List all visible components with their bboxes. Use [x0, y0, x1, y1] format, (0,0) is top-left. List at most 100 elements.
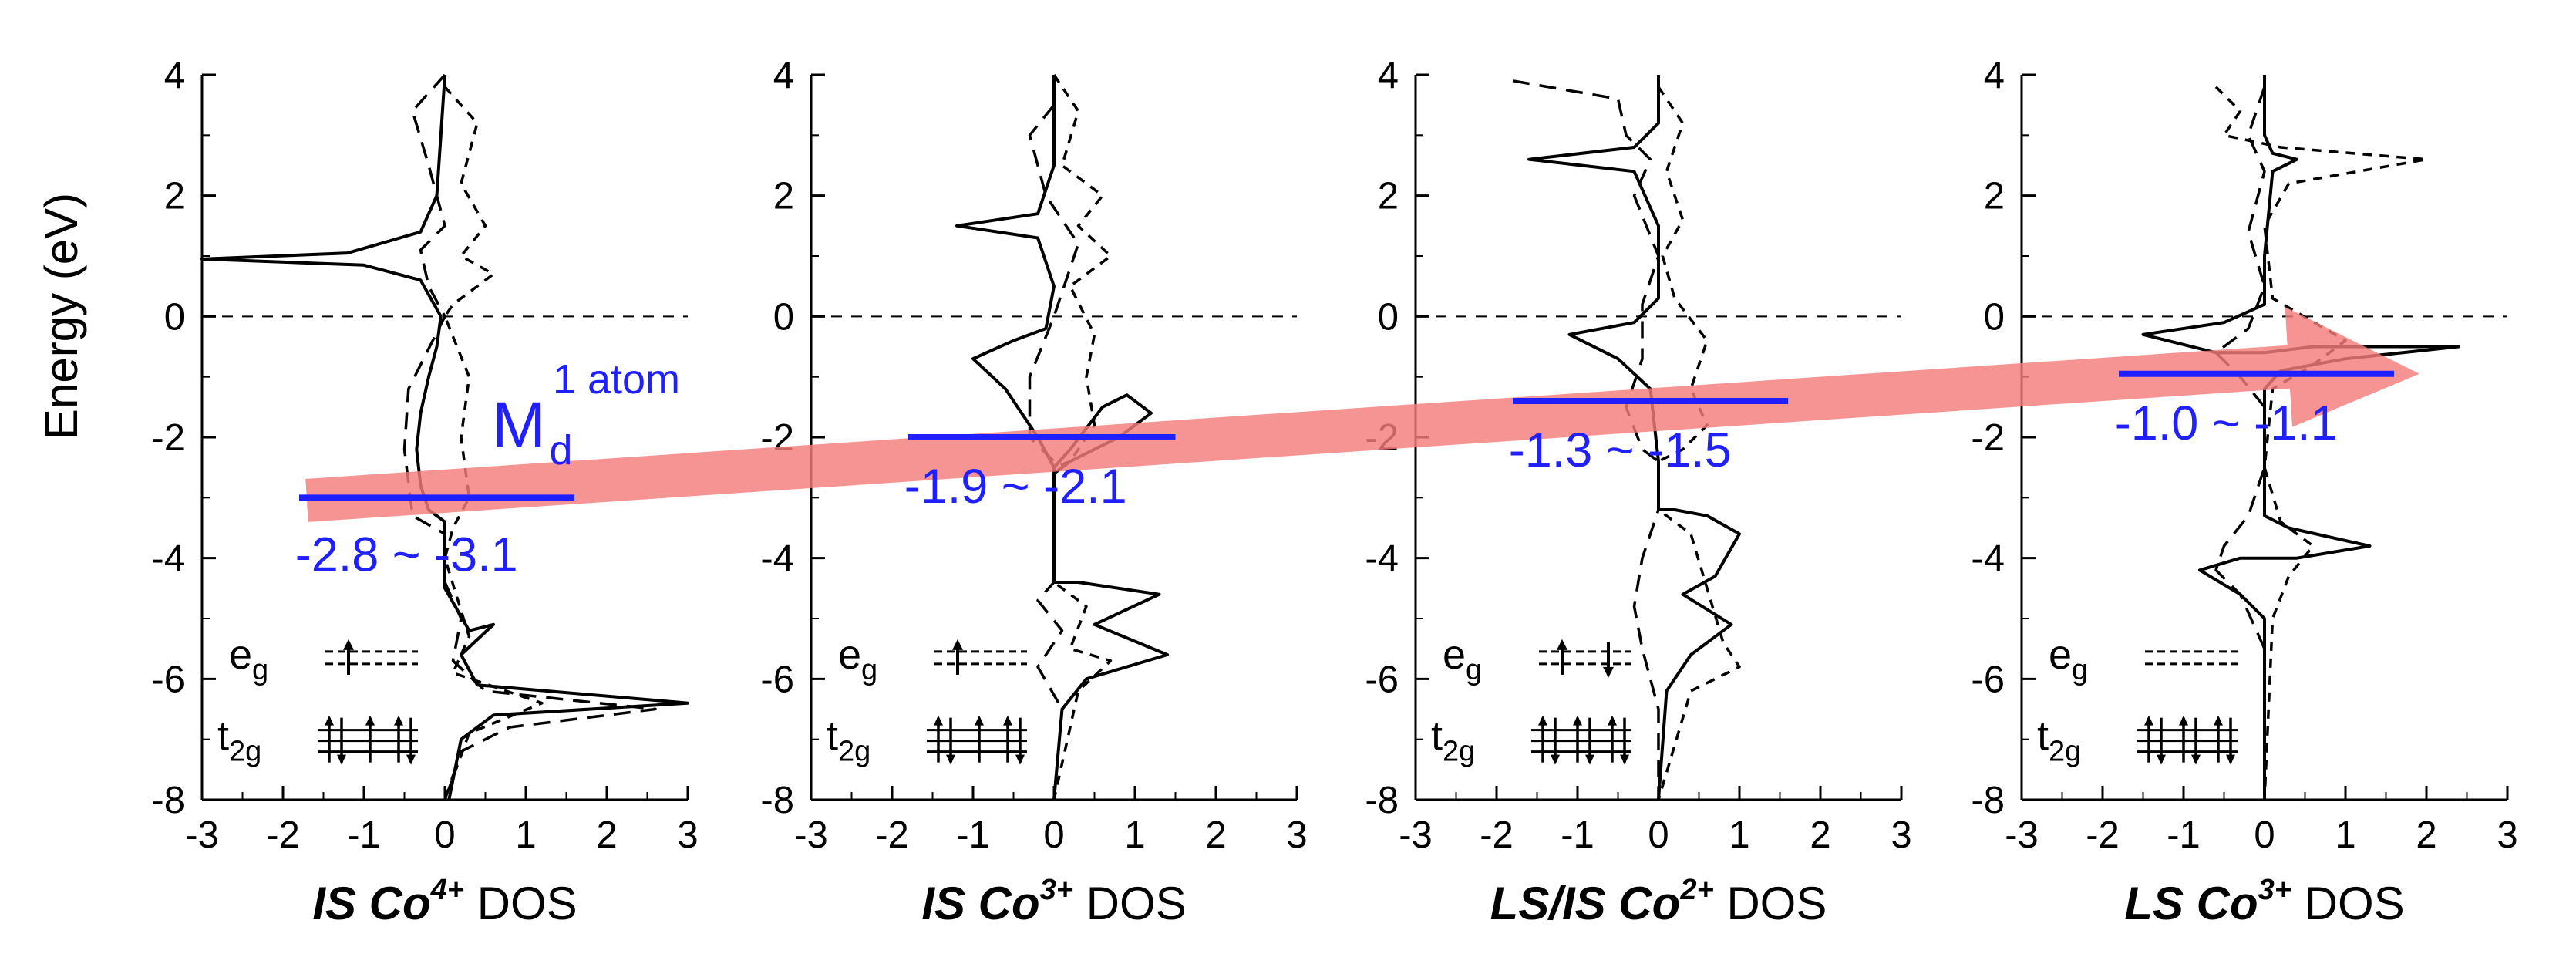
y-tick-label: 4 [1378, 55, 1399, 96]
x-tick-label: -2 [1480, 814, 1514, 856]
x-tick-label: 0 [1043, 814, 1064, 856]
md-range-value: -1.0 ~ -1.1 [2115, 396, 2338, 450]
md-label: M d 1 atom [492, 356, 680, 474]
y-tick-label: -8 [151, 780, 185, 821]
t2g-label-sub: 2g [229, 736, 261, 768]
x-tick-label: 1 [515, 814, 536, 856]
arrow-head [934, 715, 943, 726]
t2g-label-sub: 2g [838, 736, 870, 768]
x-tick-label: 1 [1729, 814, 1749, 856]
arrow-head [975, 715, 984, 726]
t2g-label-sub: 2g [2049, 736, 2081, 768]
md-range-value: -1.3 ~ -1.5 [1509, 423, 1732, 477]
x-tick-label: -2 [875, 814, 909, 856]
x-tick-label: 0 [1648, 814, 1669, 856]
t2g-label: t2g [1431, 713, 1475, 768]
arrow-head [952, 639, 963, 650]
arrow-head [946, 754, 955, 765]
panel-title-charge: 4+ [430, 874, 464, 906]
arrow-head [2191, 754, 2201, 765]
arrow-head [406, 754, 416, 765]
panel-title: LS Co3+ DOS [2124, 874, 2404, 929]
arrow-head [1003, 715, 1012, 726]
x-tick-label: 3 [1286, 814, 1307, 856]
panel-title-suffix: DOS [1073, 878, 1187, 929]
x-tick-label: -3 [1399, 814, 1433, 856]
arrow-head [365, 715, 375, 726]
t2g-label: t2g [827, 713, 870, 768]
arrow-head [1538, 715, 1547, 726]
arrow-head [2214, 715, 2223, 726]
panel-title: IS Co4+ DOS [312, 874, 577, 929]
x-tick-label: 3 [677, 814, 698, 856]
panel-title-charge: 3+ [2258, 874, 2291, 906]
arrow-head [1608, 715, 1617, 726]
y-tick-label: 2 [773, 176, 794, 217]
x-tick-label: 1 [2335, 814, 2355, 856]
eg-label-sub: g [861, 654, 877, 686]
y-axis-label: Energy (eV) [35, 193, 87, 440]
x-tick-label: 2 [1205, 814, 1226, 856]
eg-label: eg [229, 632, 268, 686]
y-tick-label: -4 [1971, 538, 2005, 580]
panel-title-charge: 2+ [1679, 874, 1713, 906]
dos-curve-solid [2141, 75, 2460, 800]
x-tick-label: 3 [2497, 814, 2517, 856]
eg-label-sub: g [1466, 654, 1482, 686]
t2g-label-main: t [217, 713, 229, 760]
trend-arrow [305, 306, 2419, 522]
arrow-head [1620, 754, 1629, 765]
panel-title-suffix: DOS [464, 878, 577, 929]
y-tick-label: 2 [164, 176, 185, 217]
arrow-head [1603, 666, 1614, 678]
panel-title-ion: LS/IS Co [1490, 878, 1681, 929]
x-tick-label: 3 [1891, 814, 1911, 856]
dos-curve-dotted [1052, 74, 1113, 801]
y-tick-label: -6 [151, 659, 185, 700]
y-tick-label: 2 [1984, 176, 2005, 217]
x-tick-label: 2 [2416, 814, 2436, 856]
panel-title-ion: IS Co [312, 878, 430, 929]
y-tick-label: 0 [1378, 296, 1399, 338]
y-tick-label: 0 [773, 296, 794, 338]
t2g-label: t2g [2037, 713, 2081, 768]
y-tick-label: -4 [1365, 538, 1399, 580]
md-range-value: -2.8 ~ -3.1 [295, 528, 518, 581]
x-tick-label: 2 [596, 814, 617, 856]
x-tick-label: -1 [1561, 814, 1594, 856]
x-tick-label: -3 [2005, 814, 2039, 856]
x-tick-label: 2 [1810, 814, 1830, 856]
y-tick-label: -8 [1365, 780, 1399, 821]
x-tick-label: -2 [266, 814, 300, 856]
eg-label-sub: g [252, 654, 268, 686]
y-tick-label: -8 [760, 780, 794, 821]
eg-label: eg [838, 632, 877, 686]
dos-curve-solid [955, 75, 1169, 801]
t2g-label: t2g [217, 713, 261, 768]
md-label-sup: 1 atom [553, 356, 680, 403]
eg-label: eg [2049, 632, 2088, 686]
x-tick-label: 0 [2254, 814, 2275, 856]
arrow-head [1557, 639, 1567, 650]
panel-title: IS Co3+ DOS [921, 874, 1186, 929]
y-tick-label: -4 [760, 538, 794, 580]
arrow-head [2144, 715, 2153, 726]
eg-label-main: e [1443, 632, 1466, 678]
y-tick-label: 4 [1984, 55, 2005, 96]
x-tick-label: 1 [1124, 814, 1145, 856]
panel-title-ion: LS Co [2124, 878, 2258, 929]
t2g-label-main: t [2037, 713, 2049, 760]
eg-label-main: e [229, 632, 252, 678]
y-tick-label: 4 [773, 55, 794, 96]
y-tick-label: 4 [164, 55, 185, 96]
y-tick-label: 0 [1984, 296, 2005, 338]
dos-curve-dotted [443, 86, 544, 801]
eg-label-main: e [2049, 632, 2072, 678]
panel-title: LS/IS Co2+ DOS [1490, 874, 1827, 929]
panel-title-suffix: DOS [2291, 878, 2405, 929]
eg-label: eg [1443, 632, 1482, 686]
x-tick-label: -1 [956, 814, 990, 856]
